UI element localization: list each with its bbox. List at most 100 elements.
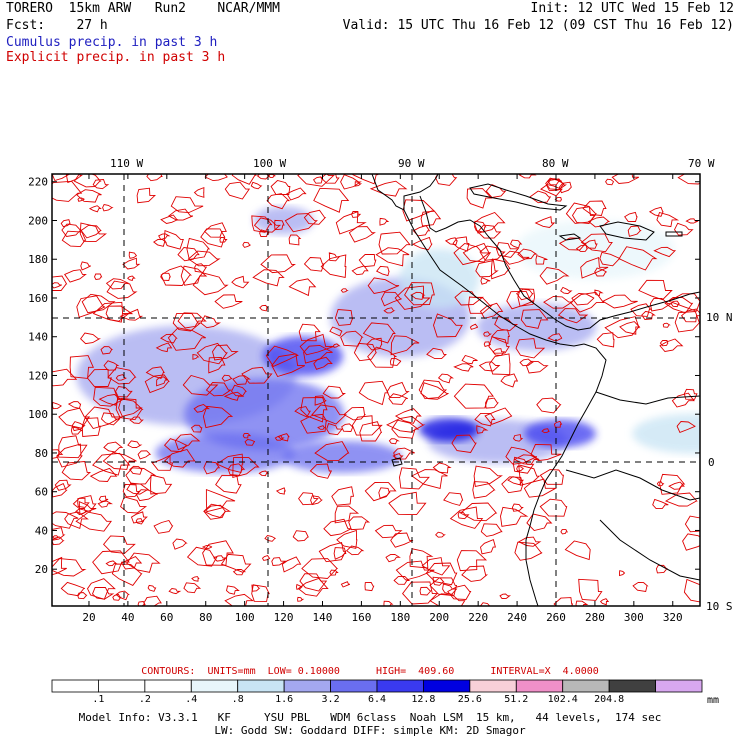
colorbar-segment [655,679,703,693]
contour-line [520,309,549,329]
y-tick-label: 220 [28,176,48,189]
contour-line [286,187,307,201]
contour-line [517,536,542,547]
precip-blob [418,417,479,442]
contour-line [303,257,325,272]
contour-line [122,257,141,270]
contour-line [284,213,318,233]
contour-line [536,397,562,414]
contour-line [264,535,276,542]
colorbar-label: 51.2 [504,694,529,705]
x-tick-label: 100 [235,611,255,624]
contour-line [506,290,535,310]
contour-line [385,553,401,563]
mexico-coast [371,174,439,211]
contour-line [303,344,333,364]
contour-line [298,323,321,342]
y-tick-label: 160 [28,292,48,305]
contour-line [516,288,534,301]
top-lon-label: 80 W [542,157,569,170]
colorbar-label: 102.4 [547,694,578,705]
contour-line [379,217,390,226]
contour-line [383,307,396,314]
contour-line [474,220,487,233]
contour-line [480,538,496,555]
contour-line [56,443,83,468]
precip-blob [523,419,596,448]
precip-blob [632,413,700,454]
contour-line [266,193,291,210]
contour-line [564,540,591,561]
contour-line [203,503,232,520]
contour-line [376,265,390,277]
contour-line [491,329,511,345]
colorbar-label: 204.8 [594,694,625,705]
contour-line [558,237,587,251]
contour-line [499,593,512,599]
contour-line [125,467,157,485]
colorbar-label: .4 [185,694,198,705]
contour-line [271,557,287,566]
contour-line [253,217,282,233]
galapagos [391,457,403,467]
contour-line [627,225,642,237]
contour-line [220,553,252,573]
contour-line [525,360,549,374]
contour-line [231,275,250,289]
contour-line [468,296,493,314]
contour-line [129,416,144,424]
contour-line [393,447,415,460]
contour-line [484,407,513,425]
hispaniola [599,221,655,241]
contour-line [92,301,130,322]
contour-line [523,478,558,498]
contour-line [70,426,83,435]
contour-line [126,482,150,495]
contour-line [97,500,114,508]
contour-line [205,382,232,397]
contour-line [201,545,213,549]
contour-line [187,250,221,267]
contour-line [259,229,270,237]
contour-line [584,239,598,249]
contour-line [477,224,502,239]
contour-line [594,267,607,277]
contour-line [94,273,103,280]
contour-line [202,540,234,566]
colorbar-segment [330,679,378,693]
contour-line [163,448,196,468]
contour-line [474,412,496,427]
contour-line [326,423,343,436]
contour-line [351,265,369,276]
contour-line [300,397,328,423]
contour-line [317,425,326,430]
y-tick-label: 180 [28,253,48,266]
contour-line [224,593,255,606]
puerto-rico [665,231,683,237]
contour-line [107,367,137,385]
contour-line [653,246,677,258]
contour-line [453,363,474,372]
contour-line [674,311,700,333]
contour-line [469,323,479,330]
contour-line [250,181,263,190]
contour-line [77,592,88,600]
contour-line [676,421,696,433]
contour-line [160,333,178,344]
contour-line [137,450,152,460]
contour-line [230,384,248,397]
contour-line [656,211,680,228]
contour-line [313,356,333,370]
contour-line [340,581,351,588]
contour-line [388,438,400,445]
contour-line [489,353,511,376]
contour-line [462,242,492,263]
contour-line [98,394,122,406]
contour-line [352,174,379,185]
contour-line [500,373,519,388]
contour-line [420,382,449,400]
contour-line [351,415,383,436]
contour-line [334,505,360,524]
colorbar-label: .8 [231,694,244,705]
top-lon-label: 100 W [253,157,287,170]
